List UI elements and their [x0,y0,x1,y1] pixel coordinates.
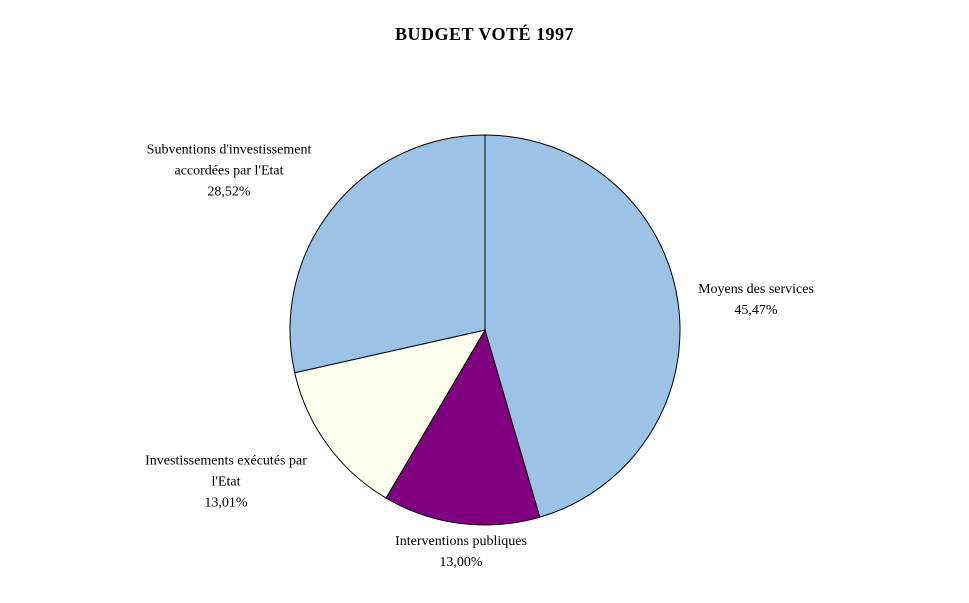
pie-slice-0 [484,134,681,518]
pie-slice-1 [385,328,541,526]
pie-slice-2 [294,329,487,499]
chart-title: BUDGET VOTÉ 1997 [394,24,575,44]
pie-slice-3 [289,134,486,374]
